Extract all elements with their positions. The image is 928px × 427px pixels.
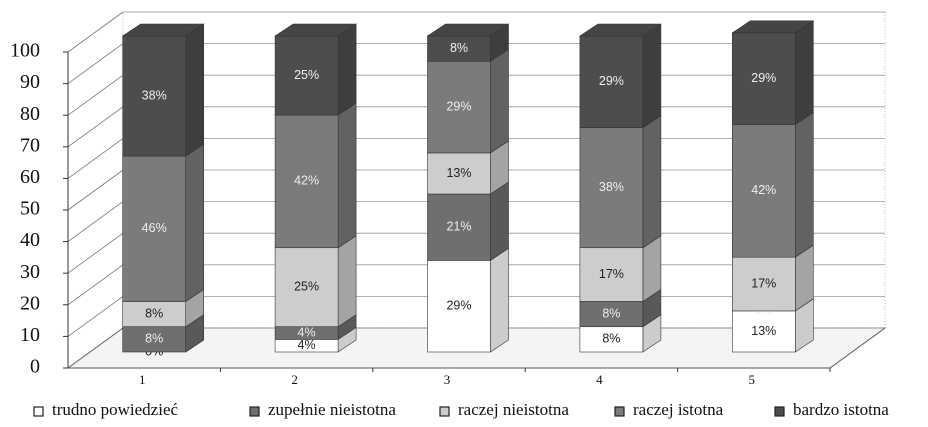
value-label: 29% [599, 74, 624, 88]
bar-segment [122, 155, 186, 302]
bar-segment [579, 326, 644, 353]
legend-swatch [439, 406, 450, 417]
bar-side [642, 115, 662, 249]
grid-line-side [67, 11, 124, 53]
bar-side [490, 181, 509, 261]
bar-segment [731, 32, 796, 125]
grid-line-side [67, 327, 124, 369]
x-tick-label: 1 [139, 372, 146, 387]
bar-segment [427, 260, 491, 353]
y-tick-label: 90 [20, 71, 40, 93]
bar-segment [427, 60, 491, 154]
bar-side [794, 20, 814, 126]
y-tick-label: 20 [20, 292, 40, 314]
value-label: 46% [142, 221, 167, 235]
legend-swatch [614, 406, 625, 417]
value-label: 38% [142, 88, 167, 102]
value-label: 8% [602, 306, 620, 320]
bar-side [490, 247, 509, 353]
value-label: 29% [446, 298, 471, 312]
value-label: 13% [751, 324, 776, 338]
value-label: 29% [751, 71, 776, 85]
grid-line-side [67, 74, 124, 116]
bar-side [185, 143, 204, 303]
value-label: 17% [751, 276, 776, 290]
legend-swatch [774, 406, 785, 417]
grid-line-side [67, 201, 124, 242]
value-label: 8% [145, 332, 163, 346]
x-tick-label: 5 [749, 372, 756, 387]
y-tick-label: 50 [20, 198, 40, 220]
bar-side [794, 111, 814, 258]
bar-segment [274, 35, 339, 116]
x-tick-label: 3 [444, 372, 451, 387]
bar-side [642, 23, 662, 129]
grid-line-side [67, 43, 124, 84]
bar-segment [427, 193, 491, 261]
legend-label: bardzo istotna [793, 400, 889, 419]
grid-line-side [67, 264, 124, 306]
bar-segment [731, 124, 796, 258]
grid-line-side [67, 169, 124, 211]
bar-top [121, 23, 205, 37]
legend-label: raczej istotna [633, 400, 724, 419]
bar-segment [579, 35, 644, 128]
bar-segment [427, 152, 491, 195]
bar-side [337, 235, 357, 328]
bar-segment [579, 247, 644, 302]
value-label: 25% [294, 280, 319, 294]
bar-segment [731, 310, 796, 353]
y-tick-label: 40 [20, 229, 40, 251]
value-label: 29% [446, 99, 471, 113]
grid-line-side [67, 106, 124, 148]
y-tick-label: 100 [10, 40, 40, 62]
legend-swatch [249, 406, 260, 417]
y-tick-label: 60 [20, 166, 40, 188]
bar-segment [122, 35, 186, 157]
y-tick-label: 30 [20, 261, 40, 283]
y-tick-label: 10 [20, 324, 40, 346]
y-tick-label: 0 [30, 356, 40, 378]
bar-side [337, 102, 357, 249]
bar-segment [274, 114, 339, 249]
value-label: 25% [294, 68, 319, 82]
bar-top [274, 23, 358, 37]
value-label: 42% [751, 183, 776, 197]
value-label: 4% [298, 325, 316, 339]
value-label: 8% [145, 306, 163, 320]
bar-segment [579, 301, 644, 328]
value-label: 8% [450, 41, 468, 55]
bar-top [731, 20, 815, 34]
y-tick-label: 70 [20, 134, 40, 156]
legend-swatch [33, 406, 44, 417]
bar-segment [579, 127, 644, 249]
value-label: 38% [599, 180, 624, 194]
bar-side [185, 23, 204, 157]
legend-label: trudno powiedzieć [52, 400, 178, 419]
value-label: 4% [298, 338, 316, 352]
bar-side [490, 48, 509, 154]
value-label: 13% [446, 166, 471, 180]
x-tick-label: 2 [291, 372, 298, 387]
bar-side [337, 23, 357, 116]
value-label: 8% [602, 332, 620, 346]
bar-top [426, 23, 510, 37]
value-label: 17% [599, 267, 624, 281]
y-tick-label: 80 [20, 103, 40, 125]
legend-label: raczej nieistotna [458, 400, 569, 419]
grid-line-side [67, 296, 124, 337]
value-label: 42% [294, 174, 319, 188]
grid-line-side [67, 138, 124, 179]
grid-line-side [67, 232, 124, 274]
value-label: 21% [446, 219, 471, 233]
bar-top [578, 23, 662, 37]
x-tick-label: 4 [596, 372, 603, 387]
bar-segment [274, 247, 339, 328]
legend-label: zupełnie nieistotna [268, 400, 396, 419]
